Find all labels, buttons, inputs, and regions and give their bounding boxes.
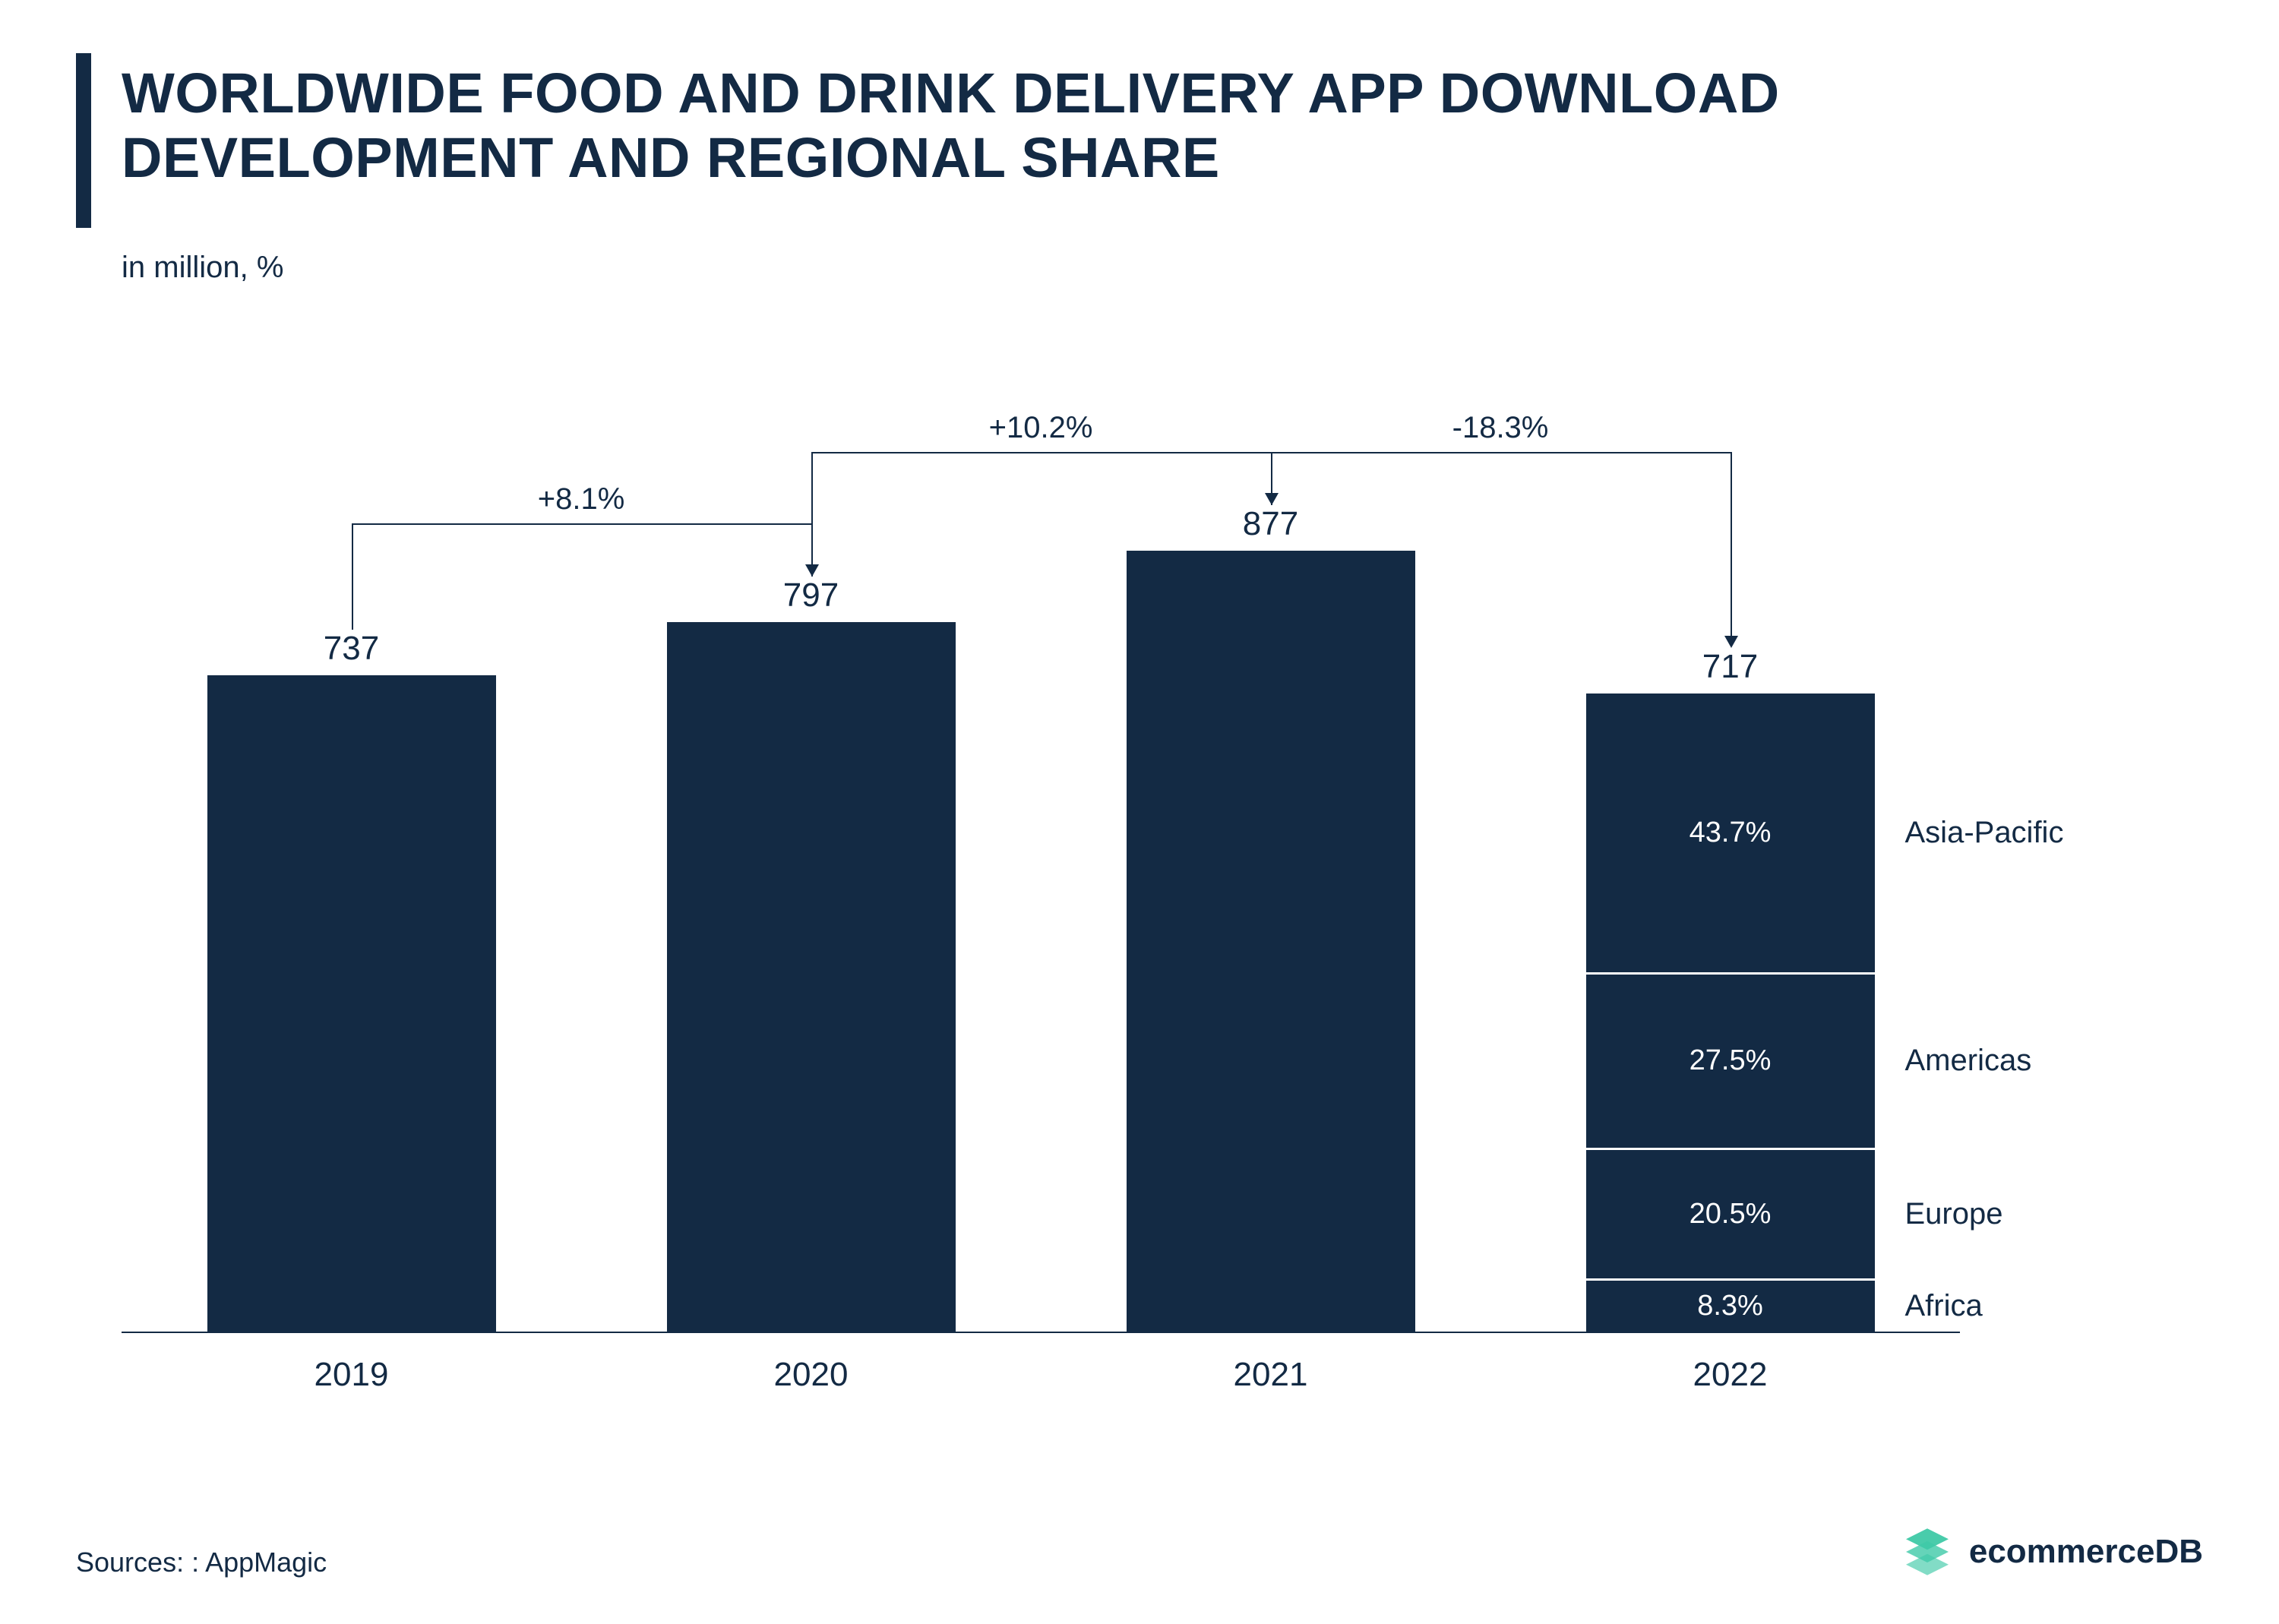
delta-connector <box>811 452 1271 453</box>
delta-connector <box>1731 452 1732 637</box>
bar-2020: 797 <box>667 622 956 1332</box>
bar-2021: 877 <box>1127 551 1415 1332</box>
segment-label: Europe <box>1905 1197 2003 1231</box>
segment-europe: 20.5%Europe <box>1586 1148 1875 1278</box>
segment-label: Africa <box>1905 1289 1983 1323</box>
delta-connector <box>1271 452 1272 505</box>
brand: ecommerceDB <box>1901 1525 2203 1578</box>
bar-value-label: 717 <box>1586 648 1875 686</box>
x-axis-label: 2020 <box>735 1356 887 1394</box>
brand-name: ecommerceDB <box>1969 1533 2203 1571</box>
delta-label: +8.1% <box>538 482 625 517</box>
chart-title: WORLDWIDE FOOD AND DRINK DELIVERY APP DO… <box>122 61 2203 190</box>
footer: Sources: : AppMagic ecommerceDB <box>76 1525 2203 1578</box>
segment-africa: 8.3%Africa <box>1586 1278 1875 1332</box>
title-accent-bar <box>76 53 91 228</box>
brand-logo-icon <box>1901 1525 1954 1578</box>
segment-americas: 27.5%Americas <box>1586 972 1875 1148</box>
delta-connector <box>352 523 811 525</box>
segment-label: Asia-Pacific <box>1905 816 2064 850</box>
x-axis-label: 2022 <box>1655 1356 1806 1394</box>
arrowhead-icon <box>1724 636 1738 648</box>
title-block: WORLDWIDE FOOD AND DRINK DELIVERY APP DO… <box>76 61 2203 228</box>
delta-label: +10.2% <box>989 411 1093 445</box>
delta-connector <box>811 452 813 577</box>
delta-connector <box>352 523 353 630</box>
segment-asia-pacific: 43.7%Asia-Pacific <box>1586 694 1875 972</box>
bar-value-label: 797 <box>667 577 956 615</box>
delta-connector <box>1271 452 1731 453</box>
x-axis-baseline <box>122 1332 1960 1333</box>
bar-value-label: 877 <box>1127 505 1415 543</box>
bar-value-label: 737 <box>207 630 496 668</box>
x-axis-label: 2021 <box>1195 1356 1347 1394</box>
bar-2019: 737 <box>207 675 496 1332</box>
x-axis-label: 2019 <box>276 1356 428 1394</box>
bar-chart: 73720197972020877202171743.7%Asia-Pacifi… <box>122 376 2127 1401</box>
sources-text: Sources: : AppMagic <box>76 1547 327 1578</box>
delta-label: -18.3% <box>1452 411 1549 445</box>
segment-label: Americas <box>1905 1044 2032 1078</box>
bar-2022: 71743.7%Asia-Pacific27.5%Americas20.5%Eu… <box>1586 694 1875 1332</box>
chart-subtitle: in million, % <box>122 251 2203 285</box>
